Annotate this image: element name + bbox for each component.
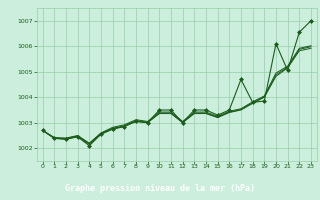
Text: Graphe pression niveau de la mer (hPa): Graphe pression niveau de la mer (hPa) [65, 184, 255, 193]
